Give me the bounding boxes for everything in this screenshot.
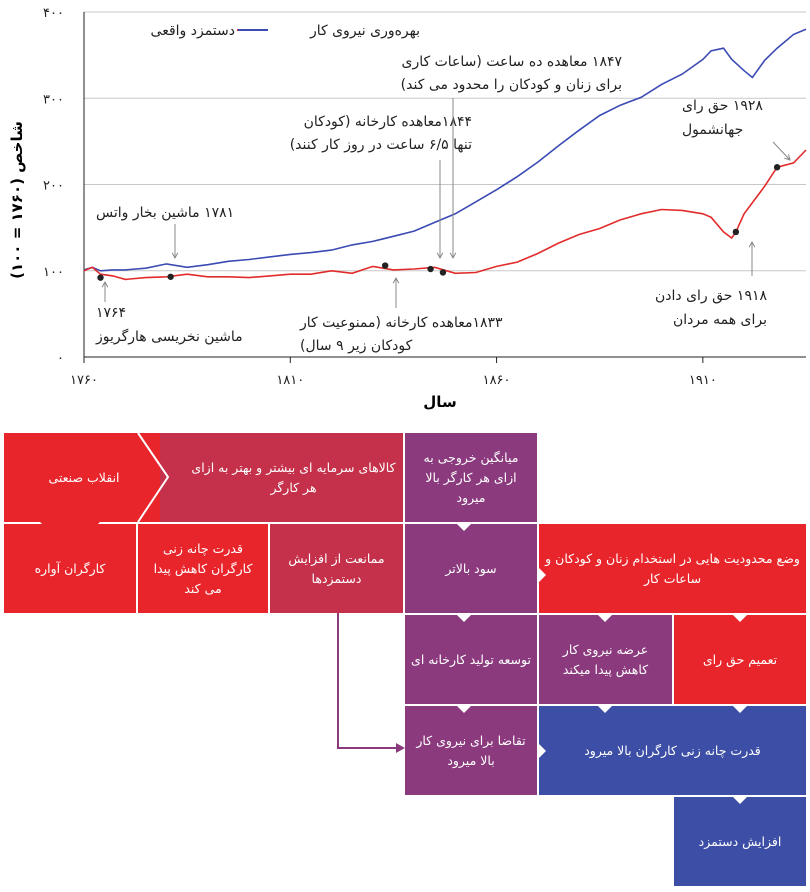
box-restrictions-text: وضع محدودیت هایی در استخدام زنان و کودکا… — [545, 550, 800, 586]
y-tick-label: ۰ — [57, 351, 64, 366]
x-axis-label: سال — [423, 393, 456, 411]
annotation-text: ۱۸۴۷ معاهده ده ساعت (ساعات کاری — [402, 54, 623, 70]
wage-block-connector — [337, 613, 400, 749]
box-industrial-revolution: انقلاب صنعتی — [4, 433, 164, 522]
data-point — [97, 274, 104, 281]
annotation-arrowhead — [748, 240, 756, 248]
box-capital-goods: کالاهای سرمایه ای بیشتر و بهتر به ازای ه… — [160, 433, 403, 522]
annotation-text: برای زنان و کودکان را محدود می کند) — [401, 77, 622, 93]
annotation-text: ۱۷۶۴ — [96, 305, 126, 321]
x-tick-label: ۱۸۱۰ — [276, 373, 304, 388]
box-labor-supply: عرضه نیروی کار کاهش پیدا میکند — [539, 615, 672, 704]
box-industrial-revolution-text: انقلاب صنعتی — [48, 469, 120, 485]
box-wage-rise: افزایش دستمزد — [674, 797, 806, 886]
annotation-text: ماشین نخریسی هارگریوز — [95, 328, 243, 345]
annotation-text: برای همه مردان — [673, 312, 767, 328]
annotation-text: ۱۸۴۴معاهده کارخانه (کودکان — [304, 114, 472, 130]
box-output-per-worker: میانگین خروجی به ازای هر کارگر بالا میرو… — [405, 433, 537, 522]
box-factory-expansion-text: توسعه تولید کارخانه ای — [411, 651, 531, 667]
y-axis-label: شاخص (۱۷۶۰ = ۱۰۰) — [8, 121, 26, 279]
box-bargaining-decline-text: قدرت چانه زنی کارگران کاهش پیدا می کند — [153, 540, 253, 596]
box-displaced-workers: کارگران آواره — [4, 524, 136, 613]
data-point — [167, 273, 174, 280]
box-output-per-worker-text: میانگین خروجی به ازای هر کارگر بالا میرو… — [423, 449, 519, 505]
annotation-text: ۱۹۱۸ حق رای دادن — [655, 288, 767, 304]
x-tick-label: ۱۸۶۰ — [483, 373, 511, 388]
annotation-arrow — [772, 141, 791, 161]
series-line-wage — [83, 149, 807, 281]
box-bargaining-decline: قدرت چانه زنی کارگران کاهش پیدا می کند — [138, 524, 268, 613]
box-wage-rise-text: افزایش دستمزد — [698, 833, 782, 849]
x-tick-label: ۱۹۱۰ — [689, 373, 717, 388]
annotation-text: تنها ۶/۵ ساعت در روز کار کنند) — [290, 137, 472, 153]
box-capital-goods-text: کالاهای سرمایه ای بیشتر و بهتر به ازای ه… — [191, 459, 396, 495]
y-tick-label: ۲۰۰ — [43, 179, 64, 194]
annotations: ۱۷۶۴ ماشین نخریسی هارگریوز ۱۷۸۱ ماشین بخار… — [95, 54, 791, 354]
y-tick-label: ۴۰۰ — [43, 6, 64, 21]
annotation-text: ۱۷۸۱ ماشین بخار واتس — [96, 205, 234, 221]
annotation-arrowhead — [392, 276, 400, 284]
y-tick-label: ۳۰۰ — [43, 92, 64, 107]
x-tick-label: ۱۷۶۰ — [70, 373, 98, 388]
axes: ۰ ۱۰۰ ۲۰۰ ۳۰۰ ۴۰۰ ۱۷۶۰ ۱۸۱۰ ۱۸۶۰ ۱۹۱۰ — [43, 6, 806, 388]
data-point — [773, 164, 781, 171]
annotation-text: ۱۸۳۳معاهده کارخانه (ممنوعیت کار — [299, 315, 503, 331]
box-bargaining-rise: قدرت چانه زنی کارگران بالا میرود — [539, 706, 806, 795]
annotation-arrowhead — [171, 252, 179, 260]
box-restrictions: وضع محدودیت هایی در استخدام زنان و کودکا… — [539, 524, 806, 613]
data-point — [439, 269, 447, 276]
legend-productivity-label: بهره‌وری نیروی کار — [309, 23, 420, 39]
data-point — [732, 228, 740, 236]
annotation-arrowhead — [436, 252, 444, 260]
box-factory-expansion: توسعه تولید کارخانه ای — [405, 615, 537, 704]
annotation-arrowhead — [784, 154, 791, 161]
annotation-text: کودکان زیر ۹ سال) — [300, 338, 413, 354]
legend-wage-label: دستمزد واقعی — [151, 23, 235, 39]
annotation-arrowhead — [101, 280, 109, 288]
legend: دستمزد واقعی بهره‌وری نیروی کار — [151, 23, 420, 39]
chart: ۰ ۱۰۰ ۲۰۰ ۳۰۰ ۴۰۰ ۱۷۶۰ ۱۸۱۰ ۱۸۶۰ ۱۹۱۰ ۱۷۶۴ ماشین … — [8, 6, 807, 411]
box-bargaining-rise-text: قدرت چانه زنی کارگران بالا میرود — [584, 742, 761, 758]
series-lines — [83, 28, 807, 281]
box-labor-supply-text: عرضه نیروی کار کاهش پیدا میکند — [562, 641, 649, 677]
series-line-productivity — [83, 28, 807, 272]
box-wage-block-text: ممانعت از افزایش دستمزدها — [288, 550, 385, 586]
box-wage-block: ممانعت از افزایش دستمزدها — [270, 524, 403, 613]
box-suffrage: تعمیم حق رای — [674, 615, 806, 704]
box-higher-profit: سود بالاتر — [405, 524, 537, 613]
box-suffrage-text: تعمیم حق رای — [702, 651, 778, 667]
y-tick-label: ۱۰۰ — [43, 265, 64, 280]
annotation-arrowhead — [449, 252, 457, 260]
annotation-text: ۱۹۲۸ حق رای — [682, 98, 763, 114]
box-labor-demand-text: تقاضا برای نیروی کار بالا میرود — [416, 732, 526, 768]
box-displaced-workers-text: کارگران آواره — [34, 560, 106, 576]
data-points — [97, 164, 781, 281]
box-labor-demand: تقاضا برای نیروی کار بالا میرود — [405, 706, 537, 795]
connector-arrowhead — [396, 743, 405, 753]
annotation-text: جهانشمول — [682, 122, 743, 138]
data-point — [427, 265, 434, 273]
box-higher-profit-text: سود بالاتر — [445, 560, 497, 576]
data-point — [381, 262, 389, 269]
